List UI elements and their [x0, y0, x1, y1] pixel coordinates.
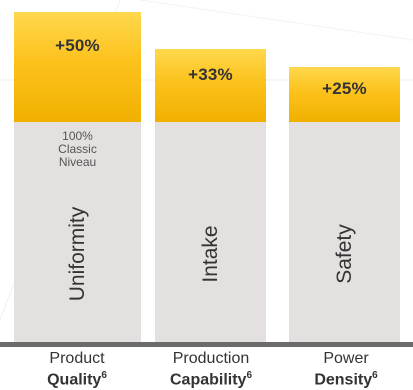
- category-label-line-2: Density6: [281, 367, 411, 388]
- base-segment-label: Intake: [199, 225, 223, 282]
- boost-value-label: +50%: [14, 36, 141, 56]
- category-label-line-2: Quality6: [12, 367, 142, 388]
- footnote-marker: 6: [372, 370, 378, 381]
- bar-boost-segment: [14, 12, 141, 122]
- footnote-marker: 6: [101, 370, 107, 381]
- category-label-line-1: Power: [281, 350, 411, 367]
- baseline-note-line-3: Niveau: [14, 156, 141, 169]
- category-label-word: Density: [314, 371, 372, 388]
- bar-product-quality: +50% 100% Classic Niveau Uniformity: [14, 12, 141, 342]
- category-label-line-1: Production: [146, 350, 276, 367]
- category-label-line-1: Product: [12, 350, 142, 367]
- boost-value-label: +33%: [155, 65, 266, 85]
- bar-boost-segment: [155, 49, 266, 122]
- bar-power-density: +25% Safety: [289, 67, 400, 342]
- category-label-product-quality: Product Quality6: [12, 350, 142, 388]
- boost-value-label: +25%: [289, 79, 400, 99]
- category-label-production-capability: Production Capability6: [146, 350, 276, 388]
- category-label-power-density: Power Density6: [281, 350, 411, 388]
- base-segment-label: Uniformity: [66, 207, 90, 302]
- category-label-line-2: Capability6: [146, 367, 276, 388]
- baseline-note: 100% Classic Niveau: [14, 130, 141, 169]
- footnote-marker: 6: [246, 370, 252, 381]
- category-label-word: Capability: [170, 371, 246, 388]
- bar-production-capability: +33% Intake: [155, 49, 266, 342]
- x-axis-line: [0, 342, 413, 347]
- base-segment-label: Safety: [333, 224, 357, 284]
- category-label-word: Quality: [47, 371, 101, 388]
